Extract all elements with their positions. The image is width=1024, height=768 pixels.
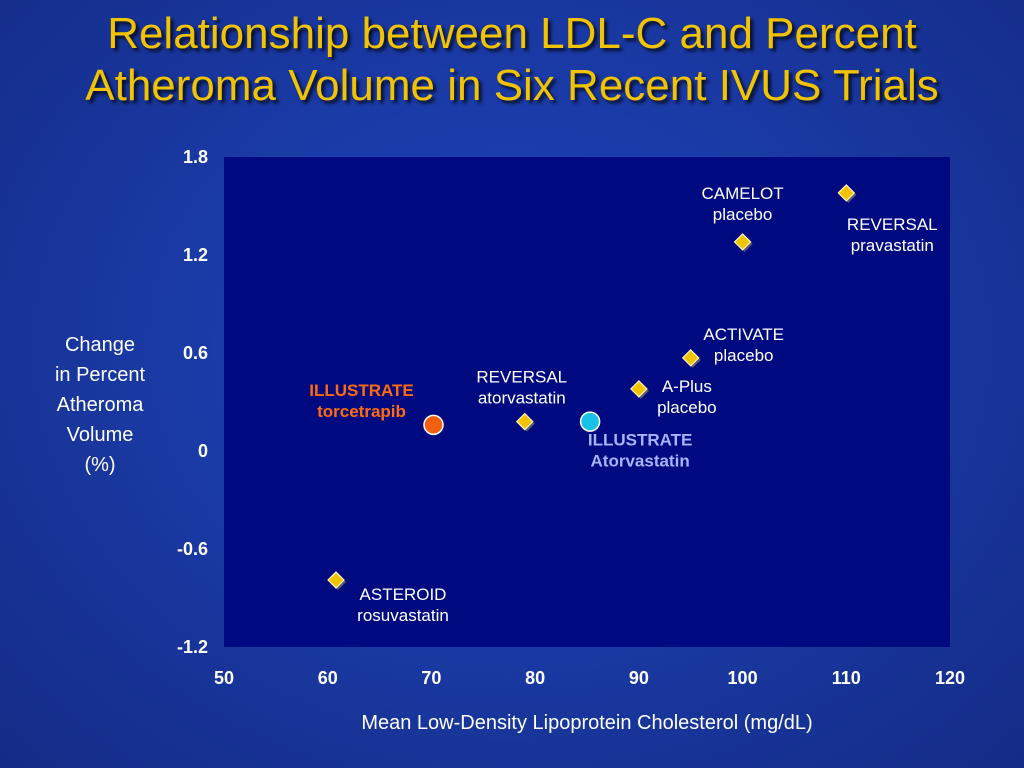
illustrate-torcetrapib-marker (423, 414, 444, 436)
illustrate-torcetrapib-label: ILLUSTRATE torcetrapib (309, 381, 414, 421)
x-tick-label: 60 (318, 668, 338, 688)
x-tick-label: 70 (421, 668, 441, 688)
x-tick-label: 50 (214, 668, 234, 688)
plot-area (224, 157, 950, 647)
title-line-1: Relationship between LDL-C and Percent (107, 9, 917, 58)
asteroid-marker (327, 571, 347, 591)
label-line: placebo (657, 398, 717, 417)
x-tick-label: 110 (832, 668, 861, 688)
x-tick-label: 90 (629, 668, 649, 688)
reversal-atorvastatin-marker (515, 412, 535, 432)
circle-marker (579, 411, 601, 432)
camelot-label: CAMELOT placebo (701, 184, 783, 224)
y-tick-label: 1.8 (183, 147, 208, 167)
label-line: ILLUSTRATE (309, 381, 414, 400)
label-line: pravastatin (851, 236, 934, 255)
x-tick-label: 120 (935, 668, 965, 688)
label-line: CAMELOT (701, 184, 783, 203)
y-axis-label-line: Change (64, 334, 136, 356)
reversal-pravastatin-label: REVERSAL pravastatin (847, 215, 938, 255)
illustrate-atorvastatin-label: ILLUSTRATE Atorvastatin (588, 431, 693, 471)
y-tick-label: 0 (198, 441, 208, 461)
a-plus-marker (630, 380, 649, 399)
y-axis-label-line: Volume (66, 424, 134, 446)
y-axis-label-line: Atheroma (56, 394, 144, 416)
label-line: atorvastatin (478, 389, 566, 408)
reversal-pravastatin-marker (837, 184, 857, 203)
y-tick-labels: 1.8 1.2 0.6 0 -0.6 -1.2 (177, 147, 208, 657)
y-tick-label: -1.2 (177, 637, 208, 657)
asteroid-label: ASTEROID rosuvastatin (357, 585, 449, 625)
diamond-marker (681, 349, 700, 367)
x-tick-labels: 50 60 70 80 90 100 110 120 (214, 668, 965, 688)
label-line: placebo (713, 205, 773, 224)
illustrate-atorvastatin-marker (579, 411, 601, 432)
data-points (327, 184, 857, 591)
y-tick-label: 1.2 (183, 245, 208, 265)
label-line: Atorvastatin (591, 452, 690, 471)
a-plus-label: A-Plus placebo (657, 377, 717, 417)
diamond-marker (327, 571, 345, 589)
y-axis-label-line: in Percent (54, 364, 146, 386)
diamond-marker (837, 184, 856, 202)
y-axis-label: Change in Percent Atheroma Volume (%) (30, 330, 170, 480)
x-axis-label: Mean Low-Density Lipoprotein Cholesterol… (361, 712, 813, 734)
chart-title: Relationship between LDL-C and Percent A… (0, 8, 1024, 112)
diamond-marker (733, 233, 752, 251)
label-line: torcetrapib (317, 402, 406, 421)
title-line-2: Atheroma Volume in Six Recent IVUS Trial… (85, 61, 939, 110)
label-line: rosuvastatin (357, 606, 449, 625)
y-tick-label: 0.6 (183, 343, 208, 363)
y-axis-label-line: (%) (84, 454, 116, 476)
circle-marker (423, 414, 444, 436)
camelot-marker (733, 233, 753, 252)
label-line: ILLUSTRATE (588, 431, 693, 450)
activate-label: ACTIVATE placebo (703, 325, 784, 365)
label-line: REVERSAL (476, 368, 567, 387)
label-line: ASTEROID (360, 585, 447, 604)
diamond-marker (515, 412, 534, 431)
y-tick-label: -0.6 (177, 539, 208, 559)
diamond-marker (630, 380, 648, 398)
label-line: REVERSAL (847, 215, 938, 234)
point-labels: CAMELOT placebo REVERSAL pravastatin ACTIVAT… (309, 184, 937, 625)
label-line: ACTIVATE (703, 325, 784, 344)
reversal-atorvastatin-label: REVERSAL atorvastatin (476, 368, 567, 408)
x-tick-label: 100 (728, 668, 758, 688)
activate-marker (681, 349, 701, 368)
x-tick-label: 80 (525, 668, 545, 688)
label-line: placebo (714, 346, 774, 365)
label-line: A-Plus (662, 377, 712, 396)
